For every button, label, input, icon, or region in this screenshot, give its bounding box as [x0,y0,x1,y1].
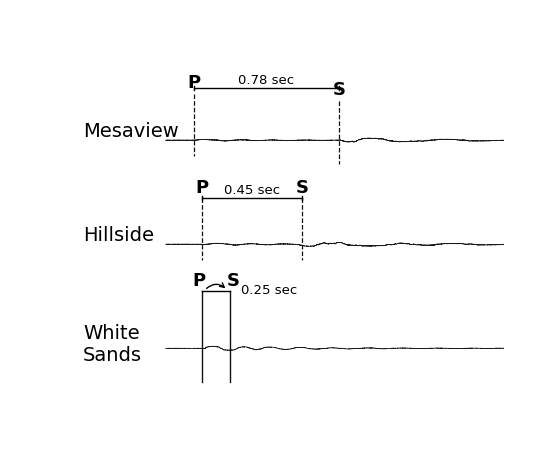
Text: S: S [227,272,240,290]
Text: P: P [192,272,206,290]
Text: P: P [187,74,200,92]
Text: Hillside: Hillside [83,226,154,245]
Text: S: S [333,81,346,99]
Text: 0.78 sec: 0.78 sec [239,74,295,87]
Text: Mesaview: Mesaview [83,122,179,141]
Text: White
Sands: White Sands [83,324,142,365]
Text: P: P [196,178,209,197]
Text: 0.25 sec: 0.25 sec [241,284,297,297]
Text: S: S [296,178,309,197]
Text: 0.45 sec: 0.45 sec [224,184,281,197]
